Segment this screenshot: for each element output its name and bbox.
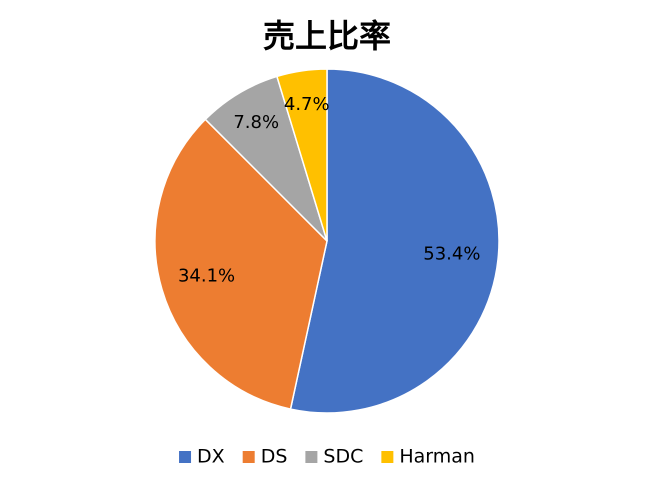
legend-swatch bbox=[381, 451, 394, 463]
legend-label: SDC bbox=[323, 446, 363, 468]
legend-label: DS bbox=[261, 446, 288, 468]
pie-slice bbox=[289, 68, 500, 414]
legend-swatch bbox=[242, 451, 255, 463]
data-label: 34.1% bbox=[178, 265, 235, 286]
pie-slice bbox=[276, 68, 328, 242]
pie-slice bbox=[154, 118, 328, 410]
chart-title: 売上比率 bbox=[263, 17, 391, 55]
data-label: 7.8% bbox=[233, 112, 279, 133]
data-label: 53.4% bbox=[423, 243, 480, 264]
legend-label: DX bbox=[197, 446, 225, 468]
data-label: 4.7% bbox=[284, 94, 330, 115]
legend-swatch bbox=[305, 451, 318, 463]
legend-label: Harman bbox=[399, 446, 475, 468]
legend-swatch bbox=[179, 451, 192, 463]
